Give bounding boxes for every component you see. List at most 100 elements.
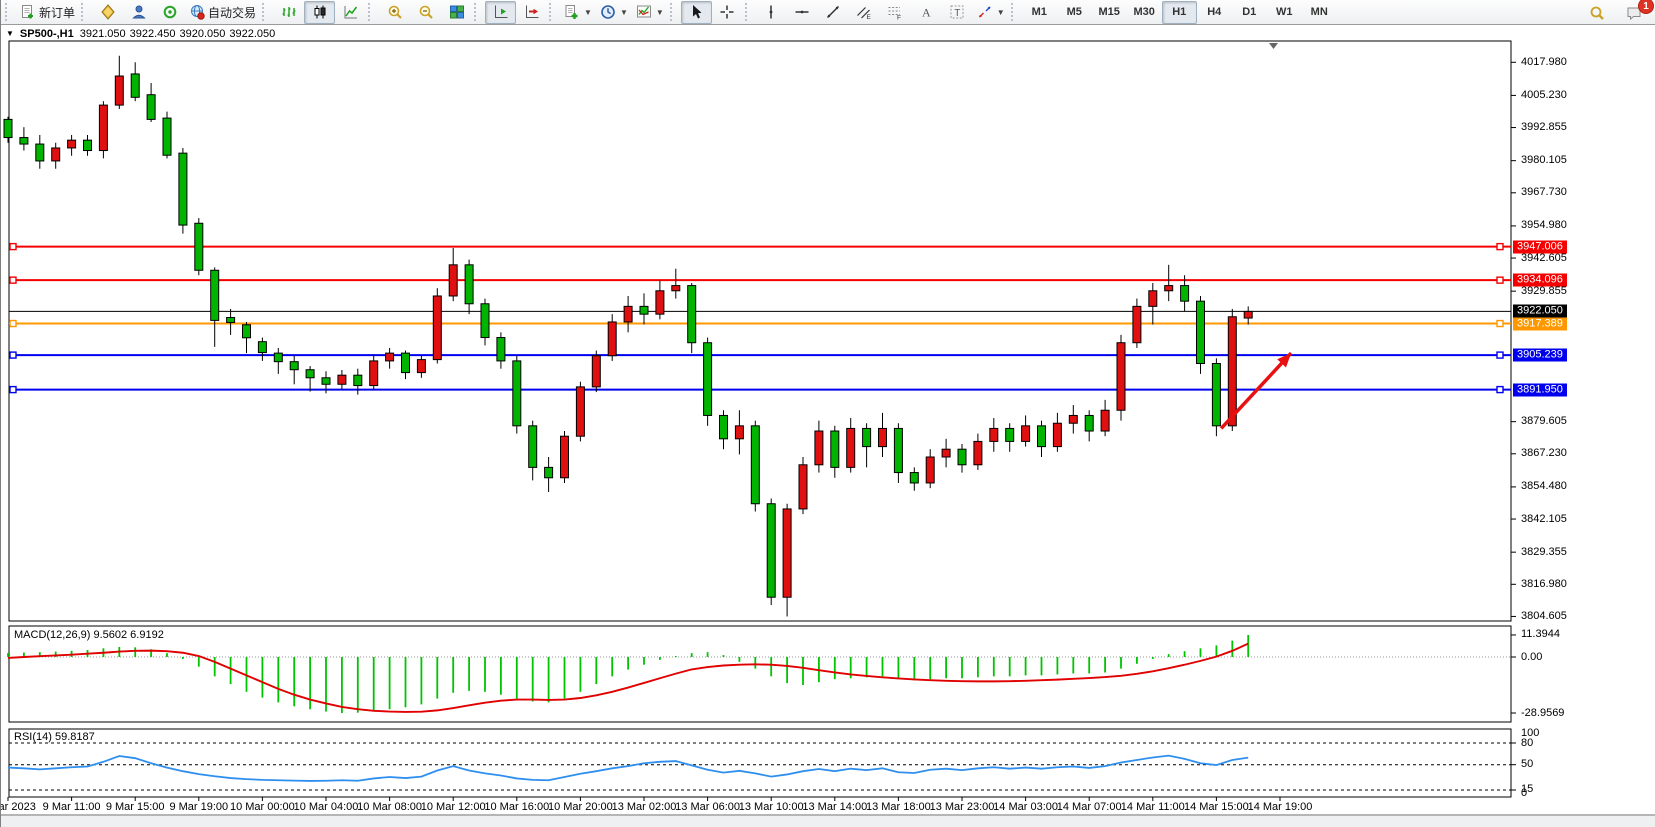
- price-axis-label: 3929.855: [1521, 284, 1567, 297]
- signals-button[interactable]: [154, 1, 185, 24]
- tile-windows-button[interactable]: [441, 1, 472, 24]
- trendline-button[interactable]: [818, 1, 849, 24]
- auto-scroll-button[interactable]: [485, 0, 517, 24]
- tf-m15-button[interactable]: M15: [1092, 1, 1127, 24]
- search-button[interactable]: [1581, 1, 1612, 24]
- chat-button[interactable]: 1: [1618, 0, 1654, 24]
- crosshair-button[interactable]: [712, 1, 743, 24]
- tf-m30-label: M30: [1133, 6, 1155, 18]
- candle-body: [242, 324, 251, 339]
- cursor-button[interactable]: [680, 0, 712, 24]
- tf-h1-button[interactable]: H1: [1161, 0, 1197, 24]
- text-button[interactable]: A: [911, 1, 942, 24]
- chevron-down-icon[interactable]: ▼: [996, 7, 1005, 17]
- toolbar-drag-handle[interactable]: [669, 3, 678, 21]
- toolbar-drag-handle[interactable]: [474, 3, 482, 21]
- collapse-icon[interactable]: ▼: [6, 29, 14, 38]
- chart-shift-marker[interactable]: [1269, 43, 1278, 49]
- hline-handle[interactable]: [9, 351, 17, 359]
- arrow-shaft[interactable]: [1219, 351, 1293, 430]
- time-axis-label: 9 Mar 2023: [1, 801, 36, 813]
- tf-h1-label: H1: [1172, 6, 1187, 18]
- arrow-head[interactable]: [1277, 353, 1292, 368]
- toolbar-drag-handle[interactable]: [744, 3, 753, 21]
- shift-icon: [525, 5, 539, 18]
- rsi-axis-label: 80: [1521, 736, 1534, 749]
- toolbar-drag-handle[interactable]: [81, 3, 89, 21]
- toolbar-drag-handle[interactable]: [549, 3, 557, 21]
- candle-body: [353, 374, 363, 387]
- price-axis-label: 4017.980: [1521, 55, 1567, 68]
- bar-chart-button[interactable]: [273, 1, 304, 24]
- zoom-in-button[interactable]: [379, 1, 410, 24]
- hline-handle[interactable]: [9, 385, 17, 394]
- autotrading-button[interactable]: 自动交易: [185, 1, 260, 24]
- price-level-box[interactable]: 3922.050: [1513, 304, 1567, 318]
- horizontal-lines[interactable]: [9, 242, 1511, 394]
- chevron-down-icon[interactable]: ▼: [619, 7, 628, 17]
- line-chart-button[interactable]: [335, 1, 366, 24]
- horizontal-line-button[interactable]: [787, 1, 818, 24]
- tf-m1-button[interactable]: M1: [1022, 1, 1057, 24]
- diamond-icon: [100, 4, 115, 20]
- candle-body: [544, 466, 554, 479]
- market-watch-button[interactable]: [92, 1, 123, 24]
- hline-handle[interactable]: [9, 276, 17, 284]
- vertical-line-button[interactable]: [756, 1, 787, 24]
- zoom-out-button[interactable]: [410, 1, 441, 24]
- candle-body: [1211, 363, 1221, 427]
- autoscroll-icon: [494, 5, 508, 18]
- textA-icon: A: [922, 6, 931, 20]
- tf-d1-button[interactable]: D1: [1232, 1, 1267, 24]
- price-level-box[interactable]: 3905.239: [1513, 348, 1567, 362]
- new-chart-button[interactable]: ▼: [560, 1, 596, 24]
- text-label-button[interactable]: T: [942, 1, 973, 24]
- arrow-annotation[interactable]: [1219, 351, 1293, 430]
- hline-handle[interactable]: [9, 242, 17, 251]
- time-axis-label: 10 Mar 12:00: [420, 801, 486, 813]
- trade-accounts-button[interactable]: [123, 1, 154, 24]
- candle-body: [703, 342, 713, 416]
- candle-body: [1084, 414, 1094, 432]
- candle-body: [35, 143, 45, 162]
- new-order-button[interactable]: 新订单: [16, 1, 79, 24]
- globe-icon: [191, 5, 205, 20]
- hline-handle[interactable]: [1496, 242, 1504, 251]
- tf-w1-button[interactable]: W1: [1267, 1, 1302, 24]
- hline-handle[interactable]: [9, 319, 17, 328]
- tf-m30-button[interactable]: M30: [1127, 1, 1162, 24]
- toolbar-drag-handle[interactable]: [1010, 3, 1019, 21]
- indicators-list-button[interactable]: ▼: [632, 1, 668, 24]
- candle-chart-button[interactable]: [304, 0, 336, 24]
- hline-handle[interactable]: [1496, 319, 1504, 328]
- equidistant-channel-button[interactable]: E: [849, 1, 880, 24]
- tf-h4-button[interactable]: H4: [1197, 1, 1232, 24]
- arrows-button[interactable]: ▼: [973, 1, 1009, 24]
- candle-body: [607, 321, 617, 357]
- chart-shift-button[interactable]: [516, 1, 547, 24]
- tf-m5-button[interactable]: M5: [1057, 1, 1092, 24]
- fibonacci-button[interactable]: F: [880, 1, 911, 24]
- toolbar-drag-handle[interactable]: [5, 3, 13, 21]
- candle-body: [528, 425, 538, 468]
- price-level-box[interactable]: 3934.096: [1513, 273, 1567, 287]
- price-level-box[interactable]: 3947.006: [1513, 240, 1567, 254]
- time-axis-label: 10 Mar 04:00: [293, 801, 359, 813]
- toolbar-drag-handle[interactable]: [262, 3, 270, 21]
- toolbar-drag-handle[interactable]: [368, 3, 376, 21]
- price-level-box[interactable]: 3917.389: [1513, 317, 1567, 331]
- price-level-box[interactable]: 3891.950: [1513, 383, 1567, 397]
- hline-handle[interactable]: [1496, 276, 1504, 284]
- chevron-down-icon[interactable]: ▼: [584, 7, 592, 17]
- periods-button[interactable]: ▼: [596, 1, 632, 24]
- autotrading-label: 自动交易: [208, 5, 257, 20]
- hline-handle[interactable]: [1496, 385, 1504, 394]
- tf-mn-button[interactable]: MN: [1302, 1, 1337, 24]
- candle-body: [257, 341, 267, 354]
- candle-body: [273, 352, 283, 363]
- time-axis-label: 14 Mar 19:00: [1247, 801, 1313, 813]
- chevron-down-icon[interactable]: ▼: [655, 7, 664, 17]
- crosshair-icon: [720, 5, 734, 19]
- hline-handle[interactable]: [1496, 351, 1504, 359]
